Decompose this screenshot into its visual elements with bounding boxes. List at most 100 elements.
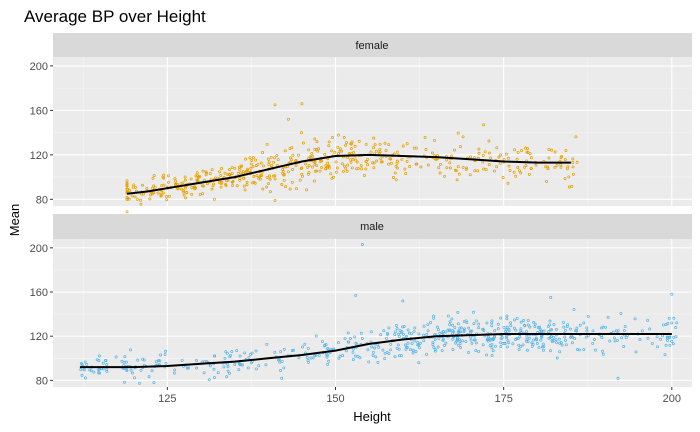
data-point [586,314,590,318]
data-point [372,146,375,150]
data-point [372,136,376,140]
data-point [616,376,620,380]
data-point [448,328,452,332]
data-point [231,184,235,187]
data-point [571,161,575,164]
data-point [245,169,249,173]
data-point [670,292,674,296]
data-point [261,187,265,191]
data-point [139,198,143,202]
data-point [433,349,437,353]
data-point [356,167,360,170]
data-point [565,325,569,329]
data-point [472,322,476,326]
data-point [501,342,505,345]
data-point [336,145,340,149]
data-point [452,148,456,152]
data-point [526,147,530,151]
data-point [547,148,551,151]
data-point [183,175,187,179]
data-point [166,174,170,178]
data-point [482,167,486,171]
data-point [344,141,348,144]
data-point [516,336,520,340]
data-point [477,322,481,326]
data-point [531,342,535,346]
data-point [417,343,421,347]
data-point [307,171,311,174]
data-point [151,186,155,190]
data-point [564,343,568,347]
data-point [372,166,376,170]
data-point [233,363,237,366]
data-point [528,325,532,329]
data-point [343,164,346,168]
data-point [265,175,269,179]
data-point [566,165,570,169]
data-point [634,350,638,354]
data-point [458,326,462,330]
data-point [340,149,343,153]
data-point [249,166,253,170]
data-point [297,356,301,360]
data-point [518,169,522,173]
data-point [201,169,205,173]
data-point [136,358,140,362]
data-point [79,368,83,372]
data-point [313,147,317,151]
data-point [458,342,462,346]
data-point [403,167,407,171]
data-point [152,381,156,385]
data-point [130,194,134,198]
data-point [458,339,462,343]
data-point [227,371,231,375]
data-point [388,157,392,161]
data-point [346,163,350,167]
x-axis-ticks: 125 150 175 200 [158,387,681,405]
data-point [493,329,497,333]
data-point [235,184,239,188]
data-point [315,169,318,173]
data-point [366,157,370,161]
data-point [522,319,526,322]
data-point [174,183,177,187]
data-point [272,160,276,164]
data-point [509,321,512,325]
data-point [167,180,170,184]
data-point [238,177,242,181]
data-point [477,147,481,151]
data-point [173,368,177,372]
data-point [485,353,489,357]
data-point [582,321,586,325]
data-point [393,330,397,334]
data-point [346,331,350,335]
data-point [248,156,252,160]
data-point [604,325,607,329]
data-point [251,156,255,160]
data-point [210,187,214,191]
data-point [362,174,366,177]
data-point [281,168,285,172]
data-point [338,354,342,358]
data-point [326,161,330,165]
data-point [563,335,567,339]
data-point [525,348,529,352]
data-point [505,336,508,340]
data-point [307,148,311,152]
data-point [418,346,421,350]
data-point [640,329,644,333]
data-point [370,161,374,165]
data-point [499,341,503,345]
data-point [264,363,268,367]
y-tick-label: 80 [36,194,48,206]
data-point [465,166,469,170]
data-point [456,165,460,169]
data-point [619,311,623,315]
data-point [314,334,318,338]
data-point [492,169,496,173]
data-point [267,160,271,164]
data-point [260,174,264,178]
data-point [219,185,223,189]
data-point [516,166,520,169]
data-point [208,172,212,176]
